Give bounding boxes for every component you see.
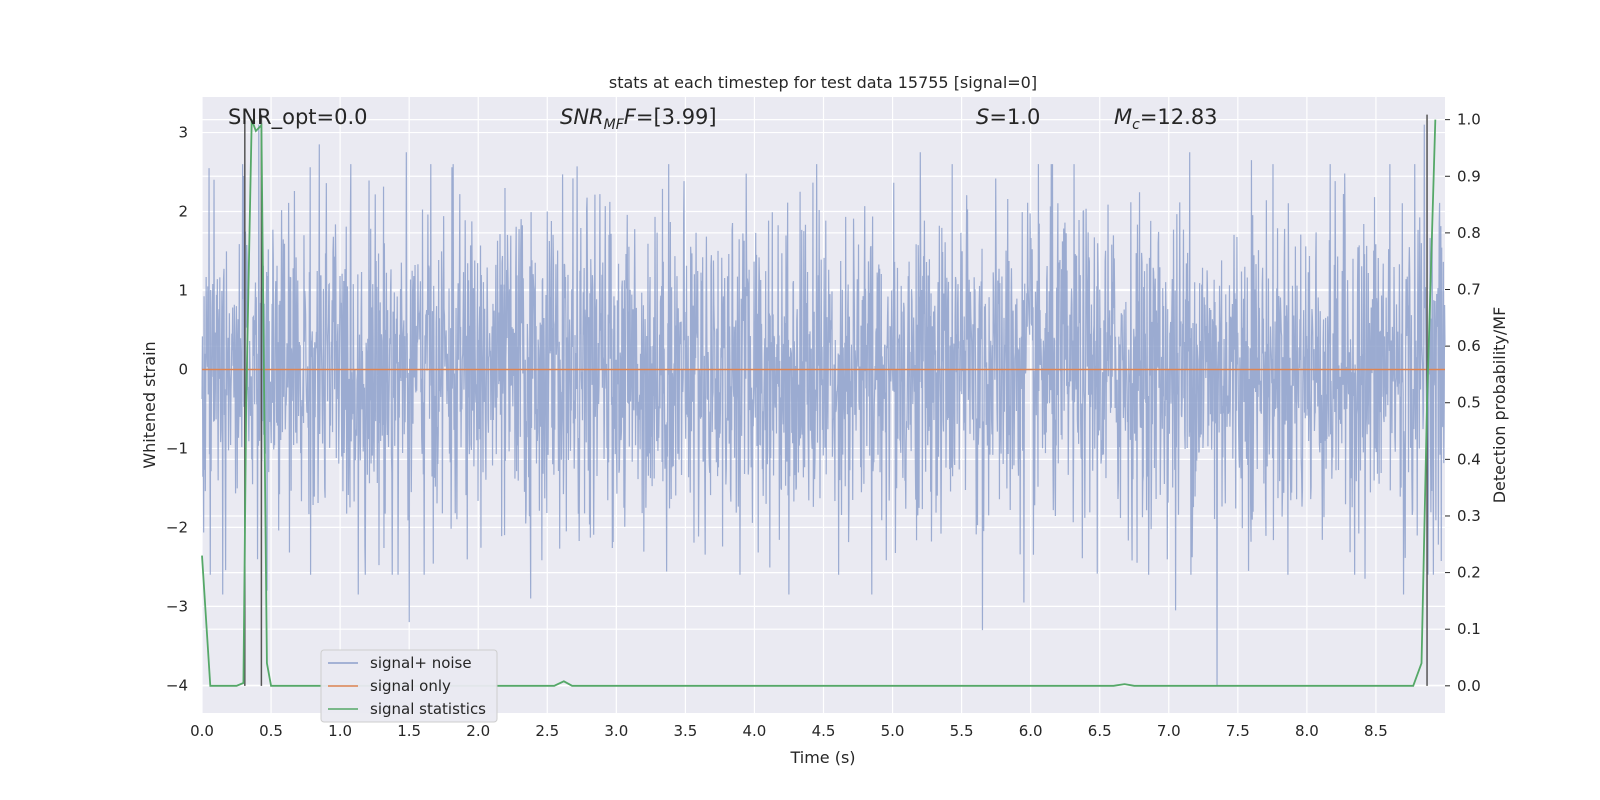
y-right-tick-label: 0.3 <box>1457 507 1481 525</box>
signal-noise-line <box>201 124 1446 686</box>
x-tick-label: 8.5 <box>1364 722 1388 740</box>
x-tick-label: 3.5 <box>673 722 697 740</box>
x-axis-label: Time (s) <box>789 748 855 767</box>
y-right-axis-label: Detection probability/MF <box>1490 307 1509 504</box>
x-tick-label: 6.0 <box>1019 722 1043 740</box>
x-tick-label: 2.0 <box>466 722 490 740</box>
y-tick-labels: 3 2 1 0 −1 −2 −3 −4 <box>166 124 188 695</box>
series-signal-statistics <box>201 119 1437 687</box>
y-right-tick-label: 0.0 <box>1457 677 1481 695</box>
x-tick-label: 7.5 <box>1226 722 1250 740</box>
y-right-tick-label: 0.4 <box>1457 450 1481 468</box>
legend-label-stats: signal statistics <box>370 700 486 718</box>
legend: signal+ noise signal only signal statist… <box>320 649 498 723</box>
annotation-mc: Mc=12.83 <box>1114 105 1218 133</box>
x-tick-label: 8.0 <box>1295 722 1319 740</box>
y-right-tick-label: 1.0 <box>1457 111 1481 129</box>
y-right-tick-label: 0.8 <box>1457 224 1481 242</box>
y-tick-label: 1 <box>178 281 188 299</box>
y-tick-label: −3 <box>166 597 188 615</box>
signal-statistics-line <box>201 119 1437 687</box>
y-right-tick-label: 0.1 <box>1457 620 1481 638</box>
y-axis-label: Whitened strain <box>140 341 159 468</box>
y-right-tick-label: 0.2 <box>1457 564 1481 582</box>
annotation-s: S=1.0 <box>976 105 1040 129</box>
legend-label-signal: signal only <box>370 677 451 695</box>
x-tick-labels: 0.0 0.5 1.0 1.5 2.0 2.5 3.0 3.5 4.0 4.5 5.0 5.5 6.0 6… <box>190 722 1388 740</box>
x-tick-label: 5.5 <box>950 722 974 740</box>
y-right-tick-label: 0.7 <box>1457 281 1481 299</box>
y-right-tick-labels: 1.0 0.9 0.8 0.7 0.6 0.5 0.4 0.3 0.2 0.1 0.0 <box>1445 111 1481 695</box>
x-tick-label: 7.0 <box>1157 722 1181 740</box>
x-tick-label: 4.0 <box>743 722 767 740</box>
y-right-tick-label: 0.6 <box>1457 337 1481 355</box>
x-tick-label: 0.5 <box>259 722 283 740</box>
x-tick-label: 1.0 <box>328 722 352 740</box>
y-tick-label: −1 <box>166 439 188 457</box>
legend-label-noise: signal+ noise <box>370 654 472 672</box>
x-tick-label: 6.5 <box>1088 722 1112 740</box>
x-tick-label: 5.0 <box>881 722 905 740</box>
series-signal-noise <box>201 124 1446 686</box>
annotation-snr-mf: SNRMFF=[3.99] <box>560 105 717 133</box>
y-right-tick-label: 0.9 <box>1457 167 1481 185</box>
y-right-tick-label: 0.5 <box>1457 394 1481 412</box>
y-tick-label: −2 <box>166 518 188 536</box>
x-tick-label: 3.0 <box>604 722 628 740</box>
annotation-snr-opt: SNR_opt=0.0 <box>228 105 368 130</box>
y-tick-label: 0 <box>178 360 188 378</box>
x-tick-label: 2.5 <box>535 722 559 740</box>
y-tick-label: 3 <box>178 124 188 142</box>
x-tick-label: 4.5 <box>812 722 836 740</box>
legend-box <box>320 649 498 723</box>
x-tick-label: 1.5 <box>397 722 421 740</box>
chart-title: stats at each timestep for test data 157… <box>609 73 1037 92</box>
x-tick-label: 0.0 <box>190 722 214 740</box>
y-tick-label: −4 <box>166 676 188 694</box>
y-tick-label: 2 <box>178 203 188 221</box>
